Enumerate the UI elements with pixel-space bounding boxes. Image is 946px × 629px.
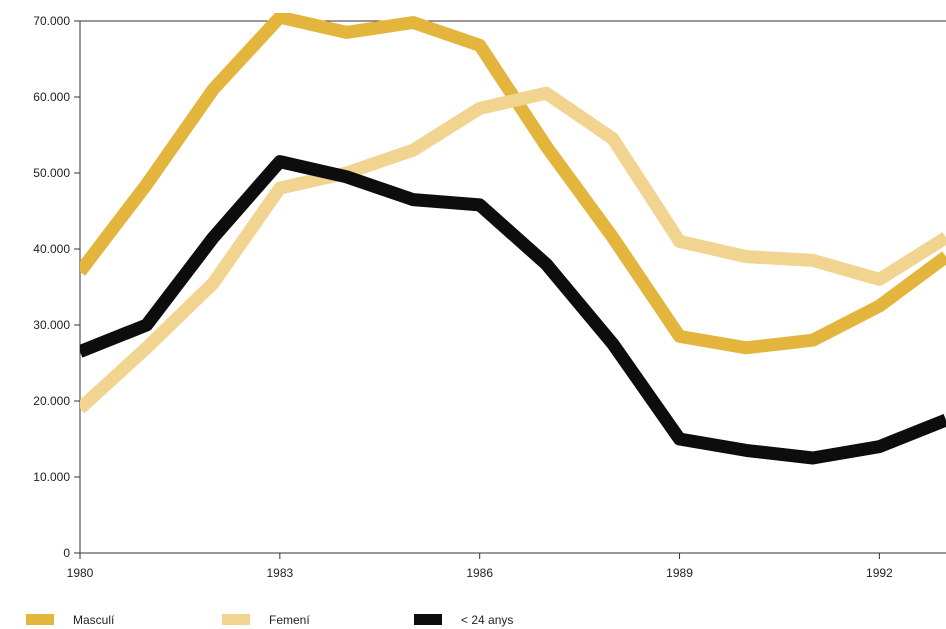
x-tick-label: 1980 xyxy=(67,566,94,580)
x-tick-label: 1989 xyxy=(666,566,693,580)
series-lines xyxy=(80,13,946,465)
series-line-1 xyxy=(80,13,946,355)
y-tick-label: 10.000 xyxy=(33,470,70,484)
y-tick-label: 40.000 xyxy=(33,242,70,256)
axes: 0 10.000 20.000 30.000 40.000 50.000 60.000 70.… xyxy=(33,14,946,580)
y-tick-label: 30.000 xyxy=(33,318,70,332)
legend: Masculí Femení < 24 anys xyxy=(26,613,513,627)
series-line-2 xyxy=(80,86,946,414)
x-tick-label: 1986 xyxy=(466,566,493,580)
y-tick-label: 0 xyxy=(63,546,70,560)
y-tick-label: 70.000 xyxy=(33,14,70,28)
x-tick-label: 1983 xyxy=(266,566,293,580)
y-tick-label: 60.000 xyxy=(33,90,70,104)
x-tick-label: 1992 xyxy=(866,566,893,580)
plot-area xyxy=(80,13,946,465)
y-tick-label: 50.000 xyxy=(33,166,70,180)
y-tick-label: 20.000 xyxy=(33,394,70,408)
legend-label: < 24 anys xyxy=(461,613,513,627)
legend-swatch xyxy=(26,614,54,625)
legend-label: Femení xyxy=(269,613,310,627)
legend-swatch xyxy=(222,614,250,625)
series-line-3 xyxy=(80,155,946,465)
legend-swatch xyxy=(414,614,442,625)
legend-label: Masculí xyxy=(73,613,115,627)
